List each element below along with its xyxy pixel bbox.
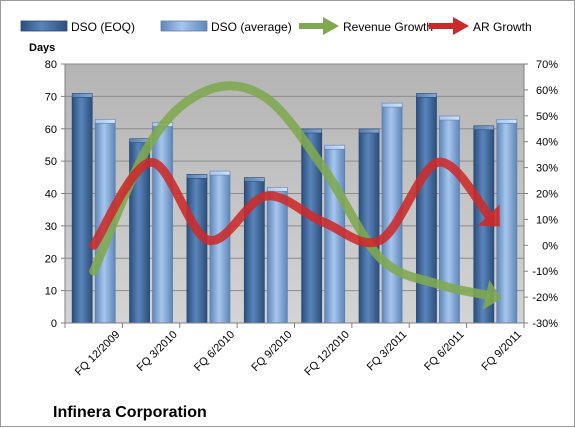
left-tick-label: 0 [51, 318, 57, 330]
right-tick-label: -10% [532, 266, 558, 278]
legend-item: DSO (EOQ) [21, 20, 135, 34]
left-tick-label: 30 [45, 221, 57, 233]
bar-top [497, 119, 517, 123]
bar-dso-eoq [72, 93, 92, 323]
bar-top [382, 103, 402, 107]
bar-body [187, 177, 207, 323]
right-tick-label: 60% [536, 85, 558, 97]
x-tick-label: FQ 6/2011 [422, 329, 467, 374]
x-tick-label: FQ 6/2010 [192, 329, 237, 374]
x-tick-label: FQ 3/2011 [365, 329, 410, 374]
legend-label: DSO (average) [211, 20, 292, 34]
right-tick-label: 40% [536, 137, 558, 149]
bar-body [153, 126, 173, 323]
legend-item: Revenue Growth [299, 17, 433, 35]
legend-swatch [161, 21, 207, 31]
bar-top [210, 171, 230, 175]
bar-dso-average [497, 119, 517, 323]
left-tick-label: 70 [45, 91, 57, 103]
bar-top [244, 178, 264, 182]
bar-dso-eoq [187, 174, 207, 323]
right-tick-label: 0% [542, 240, 558, 252]
bar-top [325, 145, 345, 149]
left-tick-label: 40 [45, 189, 57, 201]
right-tick-label: 20% [536, 189, 558, 201]
bar-body [210, 174, 230, 323]
left-axis-ticks: 0 10 20 30 40 50 60 70 80 [45, 59, 65, 330]
x-tick-label: FQ 9/2010 [249, 329, 294, 374]
bar-top [95, 119, 115, 123]
legend-label: Revenue Growth [343, 20, 433, 34]
legend-arrow-head [453, 17, 469, 35]
legend: DSO (EOQ) DSO (average) Revenue Growth AR G… [21, 17, 532, 35]
bar-body [267, 190, 287, 323]
legend-label: AR Growth [473, 20, 532, 34]
x-tick-label: FQ 12/2010 [302, 329, 352, 379]
bar-top [439, 116, 459, 120]
right-axis-ticks: -30% -20% -10% 0% 10% 20% 30% 40% 50% 60% 70% [524, 59, 558, 330]
left-tick-label: 50 [45, 156, 57, 168]
right-tick-label: -20% [532, 292, 558, 304]
legend-label: DSO (EOQ) [71, 20, 135, 34]
left-tick-label: 20 [45, 253, 57, 265]
right-tick-label: 50% [536, 111, 558, 123]
x-tick-label: FQ 3/2010 [135, 329, 180, 374]
bar-top [474, 126, 494, 130]
legend-item: DSO (average) [161, 20, 292, 34]
right-tick-label: 70% [536, 59, 558, 71]
bar-body [497, 122, 517, 323]
bar-body [72, 96, 92, 323]
right-tick-label: 30% [536, 163, 558, 175]
bar-body [416, 96, 436, 323]
left-tick-label: 80 [45, 59, 57, 71]
left-tick-label: 10 [45, 286, 57, 298]
left-tick-label: 60 [45, 124, 57, 136]
bar-dso-eoq [416, 93, 436, 323]
legend-swatch [21, 21, 67, 31]
bar-top [302, 129, 322, 133]
bar-top [359, 129, 379, 133]
right-tick-label: 10% [536, 214, 558, 226]
chart-title: Infinera Corporation [53, 404, 207, 421]
right-tick-label: -30% [532, 318, 558, 330]
bar-top [187, 174, 207, 178]
bar-top [267, 187, 287, 191]
left-axis-title: Days [29, 42, 55, 54]
x-tick-label: FQ 12/2009 [73, 329, 123, 379]
bar-dso-average [210, 171, 230, 323]
bar-dso-average [153, 123, 173, 323]
bar-top [416, 93, 436, 97]
legend-arrow-head [323, 17, 339, 35]
bar-dso-average [267, 187, 287, 323]
x-tick-label: FQ 9/2011 [479, 329, 524, 374]
legend-item: AR Growth [429, 17, 532, 35]
bar-top [72, 93, 92, 97]
